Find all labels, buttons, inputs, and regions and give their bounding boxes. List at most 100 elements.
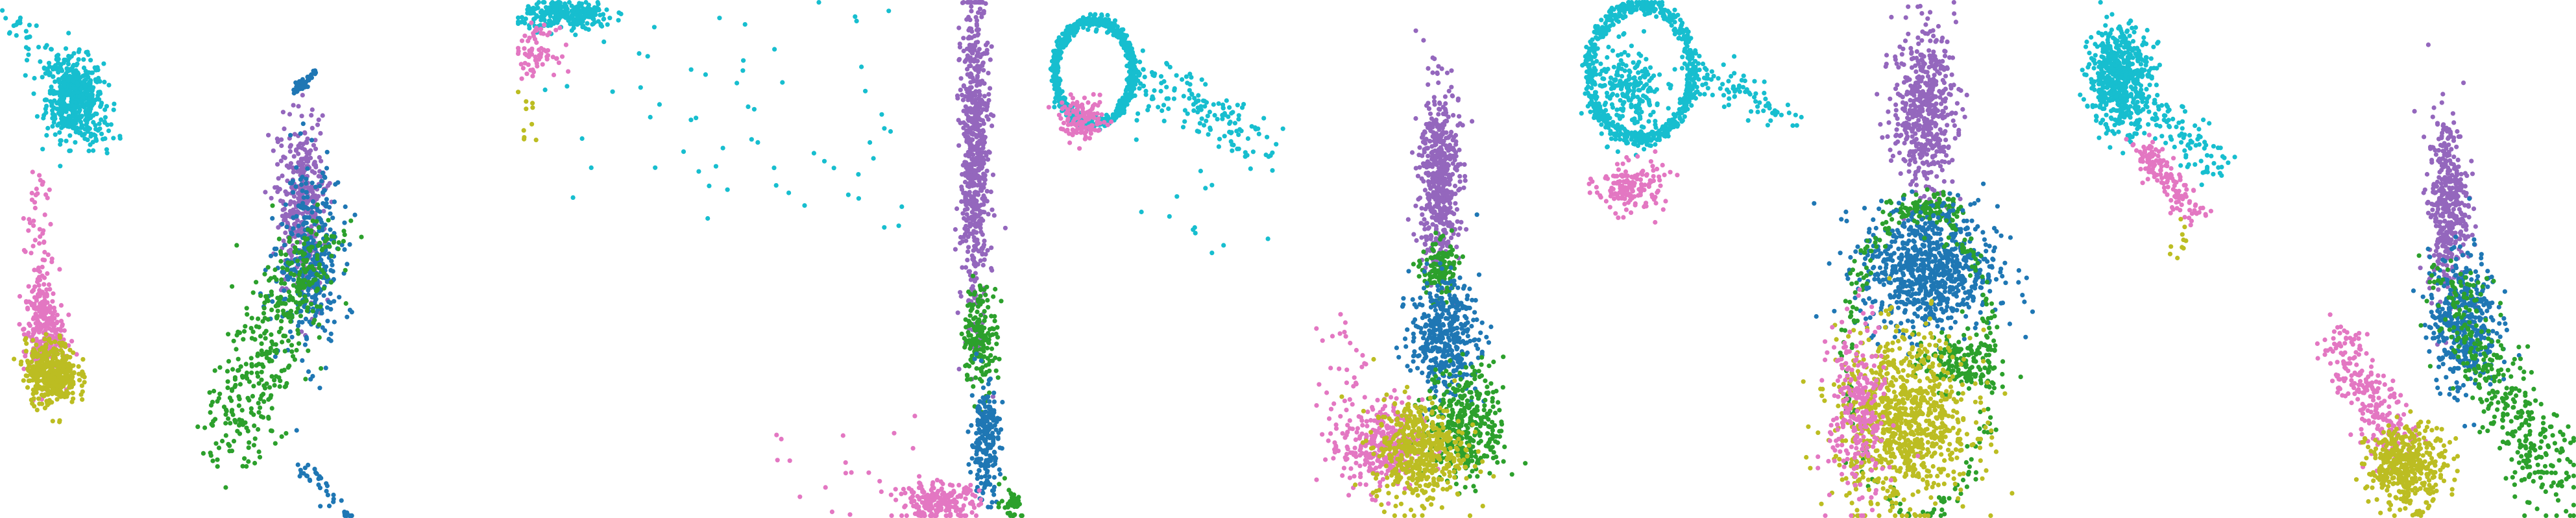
scatter-point [283, 230, 288, 236]
scatter-point [317, 265, 322, 271]
scatter-point [33, 321, 38, 326]
scatter-point [956, 143, 962, 148]
scatter-point [916, 485, 922, 491]
scatter-point [313, 288, 319, 293]
scatter-point [23, 349, 29, 354]
scatter-point [853, 14, 858, 19]
scatter-point [997, 416, 1002, 422]
scatter-point [297, 474, 302, 479]
scatter-point [318, 304, 323, 310]
scatter-point [978, 461, 984, 467]
scatter-point [996, 501, 1001, 506]
scatter-point [342, 220, 347, 225]
scatter-point [29, 359, 34, 365]
scatter-point [304, 180, 309, 186]
scatter-point [944, 513, 949, 518]
scatter-point [912, 413, 917, 419]
scatter-point [557, 25, 563, 31]
scatter-point [293, 245, 298, 250]
scatter-point [964, 238, 969, 243]
scatter-point [230, 412, 236, 417]
scatter-point [82, 73, 88, 78]
scatter-point [58, 327, 63, 332]
scatter-point [984, 451, 989, 457]
scatter-point [964, 112, 969, 117]
scatter-point [310, 169, 315, 174]
scatter-point [63, 106, 68, 112]
scatter-point [533, 58, 538, 63]
scatter-point [306, 348, 311, 353]
scatter-point [949, 499, 954, 504]
scatter-point [34, 23, 39, 29]
cluster-green [996, 476, 1025, 518]
scatter-point [903, 490, 908, 496]
scatter-point [93, 68, 99, 73]
cluster-blue [966, 351, 1005, 510]
scatter-point [968, 63, 973, 69]
scatter-point [291, 283, 296, 288]
scatter-point [57, 98, 62, 103]
scatter-point [229, 449, 235, 454]
scatter-point [291, 169, 296, 175]
scatter-point [47, 379, 53, 384]
scatter-point [31, 396, 36, 401]
scatter-point [284, 224, 289, 230]
scatter-point [545, 53, 551, 58]
scatter-point [637, 51, 642, 56]
scatter-point [879, 489, 884, 495]
scatter-point [60, 124, 66, 129]
scatter-point [601, 39, 607, 44]
scatter-point [1236, 132, 1241, 138]
scatter-point [959, 331, 964, 336]
scatter-point [982, 325, 987, 330]
scatter-point [973, 222, 978, 227]
scatter-point [590, 21, 596, 27]
scatter-point [1143, 92, 1148, 97]
scatter-point [243, 362, 249, 367]
scatter-point [539, 45, 544, 51]
scatter-point [1129, 91, 1134, 96]
scatter-point [302, 285, 307, 290]
scatter-point [969, 71, 974, 77]
scatter-point [289, 349, 295, 354]
scatter-point [346, 513, 352, 518]
scatter-point [275, 308, 280, 314]
scatter-point [247, 379, 252, 384]
scatter-point [320, 225, 325, 230]
scatter-point [270, 299, 275, 304]
scatter-point [772, 166, 777, 171]
scatter-point [978, 139, 983, 144]
scatter-point [556, 18, 561, 23]
scatter-point [232, 384, 237, 389]
scatter-point [975, 438, 980, 443]
scatter-point [957, 56, 962, 62]
scatter-point [1105, 114, 1110, 119]
scatter-point [37, 293, 42, 299]
scatter-point [993, 286, 998, 292]
scatter-point [327, 180, 332, 186]
scatter-point [273, 252, 278, 257]
scatter-point [802, 203, 807, 208]
scatter-point [324, 166, 330, 171]
scatter-point [297, 291, 302, 296]
scatter-point [966, 462, 971, 467]
scatter-point [958, 120, 963, 125]
scatter-point [1130, 87, 1135, 92]
scatter-point [980, 142, 986, 147]
scatter-point [821, 158, 827, 164]
scatter-point [978, 497, 984, 502]
scatter-point [983, 292, 988, 297]
scatter-point [310, 107, 315, 112]
scatter-point [237, 431, 243, 436]
scatter-point [539, 27, 544, 32]
cluster-cyan [516, 0, 624, 38]
scatter-point [34, 342, 39, 347]
scatter-point [42, 249, 47, 255]
scatter-point [987, 390, 992, 395]
scatter-point [51, 74, 56, 79]
scatter-point [69, 107, 74, 112]
scatter-point [707, 183, 712, 188]
scatter-point [1204, 118, 1209, 123]
scatter-point [30, 243, 36, 249]
scatter-point [309, 228, 314, 233]
